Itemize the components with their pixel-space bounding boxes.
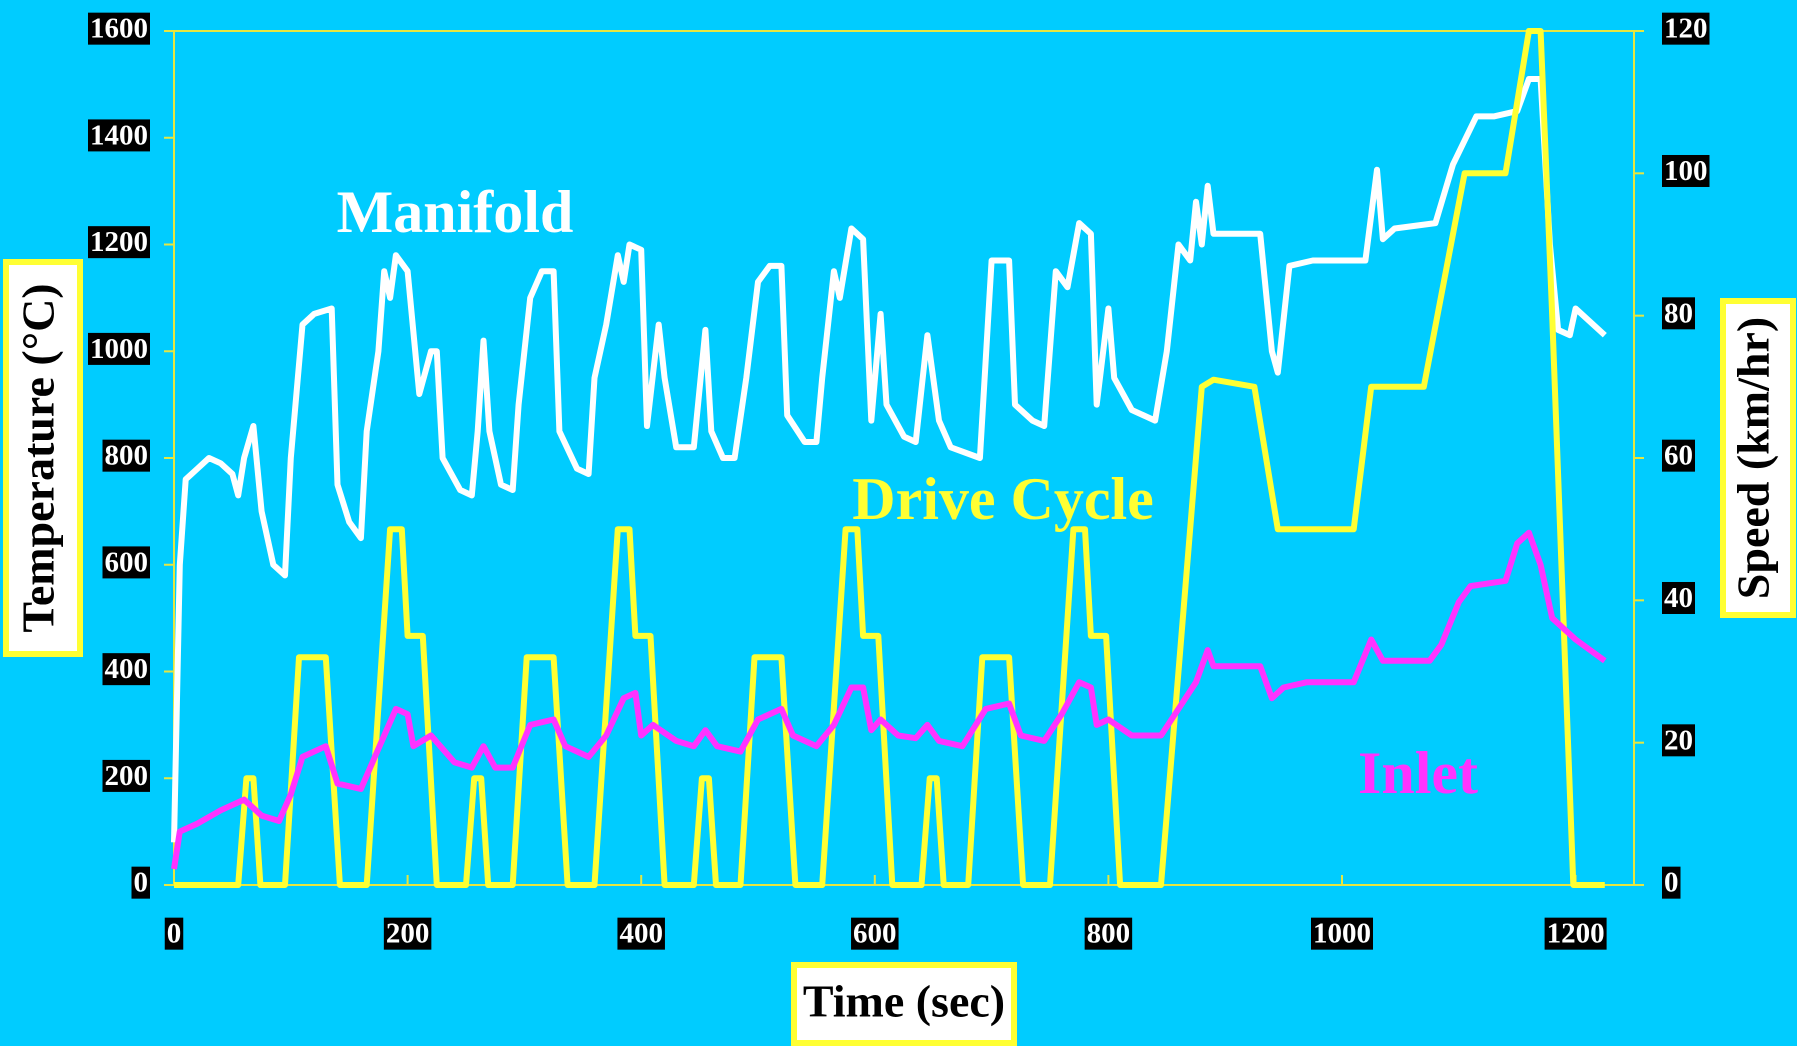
- y-tick-label: 1600: [90, 13, 148, 45]
- x-axis-title: Time (sec): [803, 976, 1005, 1027]
- tick-label-bg: [1084, 917, 1133, 950]
- series-line: [174, 28, 1605, 888]
- series-label: Inlet: [1358, 740, 1478, 806]
- y2-tick-label: 60: [1664, 440, 1693, 472]
- series-line: [171, 529, 1607, 870]
- y-tick-label: 1000: [90, 333, 148, 365]
- tick-label-bg: [1662, 297, 1695, 330]
- tick-label-bg: [1662, 866, 1681, 899]
- y2-tick-label: 40: [1664, 582, 1693, 614]
- x-tick-label: 400: [619, 918, 663, 950]
- series-label: Drive Cycle: [852, 466, 1154, 532]
- tick-label-bg: [1662, 724, 1695, 757]
- tick-label-bg: [383, 917, 432, 950]
- tick-label-bg: [1662, 12, 1710, 45]
- tick-label-bg: [88, 226, 150, 259]
- y-axis-title: Temperature (°C): [13, 283, 64, 632]
- tick-label-bg: [851, 917, 899, 950]
- tick-label-bg: [1544, 917, 1607, 950]
- x-tick-label: 800: [1087, 918, 1131, 950]
- y-tick-label: 800: [105, 440, 149, 472]
- x-tick-label: 0: [167, 918, 182, 950]
- x-tick-label: 200: [386, 918, 430, 950]
- series-line: [171, 76, 1607, 843]
- x-tick-label: 600: [853, 918, 897, 950]
- tick-label-bg: [617, 917, 665, 950]
- tick-label-bg: [1662, 439, 1695, 472]
- y2-tick-label: 80: [1664, 297, 1693, 329]
- y2-tick-label: 100: [1664, 155, 1708, 187]
- tick-label-bg: [88, 12, 150, 45]
- tick-label-bg: [131, 866, 150, 899]
- tick-label-bg: [102, 653, 150, 686]
- tick-label-bg: [102, 546, 150, 579]
- y-tick-label: 200: [105, 760, 149, 792]
- tick-label-bg: [88, 119, 150, 152]
- xlabel-box: [791, 962, 1017, 1046]
- x-tick-label: 1200: [1547, 918, 1605, 950]
- y2-tick-label: 120: [1664, 13, 1708, 45]
- tick-label-bg: [164, 917, 184, 950]
- y-tick-label: 1400: [90, 119, 148, 151]
- ylabel-box: [3, 259, 83, 657]
- y-tick-label: 400: [105, 653, 149, 685]
- tick-label-bg: [88, 332, 150, 365]
- y2-tick-label: 20: [1664, 724, 1693, 756]
- y-tick-label: 1200: [90, 226, 148, 258]
- tick-label-bg: [1311, 917, 1373, 950]
- tick-label-bg: [102, 439, 150, 472]
- tick-label-bg: [1662, 581, 1695, 614]
- y2-tick-label: 0: [1664, 867, 1679, 899]
- tick-label-bg: [1662, 154, 1710, 187]
- x-tick-label: 1000: [1313, 918, 1371, 950]
- tick-label-bg: [102, 759, 150, 792]
- y2-axis-title: Speed (km/hr): [1728, 317, 1779, 599]
- y-tick-label: 0: [134, 867, 149, 899]
- y-tick-label: 600: [105, 546, 149, 578]
- series-label: Manifold: [337, 179, 574, 245]
- y2label-box: [1720, 298, 1796, 618]
